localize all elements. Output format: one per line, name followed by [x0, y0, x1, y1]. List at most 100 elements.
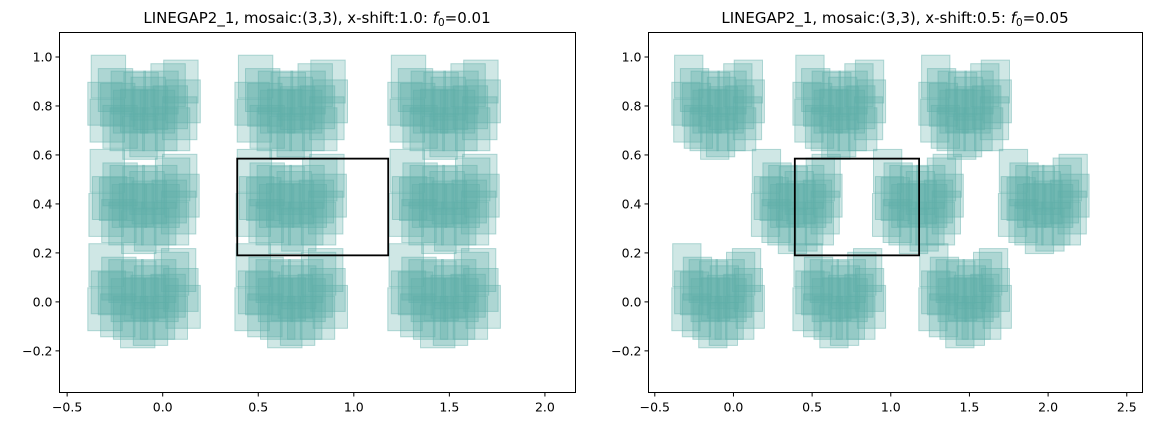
detector-footprint: [101, 199, 137, 244]
detector-footprint: [300, 251, 337, 296]
detector-footprint: [701, 71, 731, 116]
detector-footprint: [952, 113, 983, 158]
detector-footprint: [245, 271, 281, 316]
detector-footprint: [465, 79, 501, 124]
detector-footprint: [819, 304, 849, 349]
y-tick-label: 0.8: [33, 98, 53, 113]
detector-footprint: [725, 85, 755, 130]
detector-footprint: [714, 295, 744, 340]
detector-footprint: [827, 113, 857, 158]
detector-footprint: [100, 82, 136, 127]
detector-footprint: [308, 190, 344, 235]
detector-footprint: [141, 201, 177, 246]
detector-footprint: [982, 284, 1012, 329]
detector-footprint: [681, 293, 712, 338]
detector-footprint: [90, 54, 127, 99]
detector-footprint: [1014, 201, 1044, 246]
detector-footprint: [432, 86, 469, 131]
detector-footprint: [955, 86, 986, 131]
right-panel-y-axis: −0.2 0.0 0.2 0.4 0.6 0.8 1.0: [611, 49, 649, 358]
detector-footprint: [249, 162, 285, 207]
detector-footprint: [964, 70, 994, 115]
y-tick-label: 1.0: [622, 49, 642, 64]
detector-footprint: [936, 107, 966, 152]
detector-footprint: [948, 277, 978, 322]
detector-footprint: [236, 98, 273, 143]
detector-footprint: [797, 184, 827, 228]
detector-footprint: [421, 210, 457, 255]
detector-footprint: [751, 148, 782, 193]
detector-footprint: [439, 295, 476, 340]
detector-footprint: [854, 59, 885, 104]
detector-footprint: [463, 268, 499, 312]
detector-footprint: [260, 295, 296, 340]
detector-footprint: [418, 183, 455, 227]
detector-footprint: [434, 207, 470, 252]
x-tick-label: 0.5: [802, 400, 822, 415]
detector-footprint: [401, 256, 437, 301]
detector-footprint: [443, 278, 479, 323]
detector-footprint: [804, 201, 835, 246]
detector-footprint: [726, 251, 756, 296]
detector-footprint: [974, 107, 1004, 152]
x-tick-label: 2.0: [535, 400, 555, 415]
detector-footprint: [249, 104, 285, 149]
y-tick-label: 0.6: [33, 147, 53, 162]
detector-footprint: [276, 171, 312, 215]
detector-footprint: [956, 265, 987, 310]
detector-footprint: [309, 96, 345, 141]
selection-rectangle: [236, 157, 390, 257]
detector-footprint: [108, 201, 144, 246]
detector-footprint: [838, 278, 868, 323]
detector-footprint: [829, 302, 860, 346]
detector-footprint: [298, 179, 335, 224]
detector-footprint: [689, 107, 719, 152]
detector-footprint: [828, 76, 858, 121]
y-tick-label: −0.2: [22, 343, 52, 358]
detector-footprint: [1060, 173, 1090, 218]
detector-footprint: [402, 162, 438, 207]
detector-footprint: [846, 295, 876, 340]
detector-footprint: [856, 284, 887, 329]
detector-footprint: [792, 287, 822, 332]
y-tick-label: 0.2: [33, 245, 53, 260]
y-tick-label: 0.8: [622, 98, 642, 113]
detector-footprint: [431, 180, 468, 225]
detector-footprint: [234, 287, 270, 332]
y-tick-label: 0.2: [622, 245, 642, 260]
detector-footprint: [302, 157, 338, 202]
detector-footprint: [679, 271, 710, 316]
detector-footprint: [98, 177, 135, 222]
detector-footprint: [88, 243, 124, 288]
detector-footprint: [248, 256, 284, 301]
detector-footprint: [290, 278, 326, 323]
right-panel-title: LINEGAP2_1, mosaic:(3,3), x-shift:0.5: f…: [721, 9, 1068, 29]
detector-footprint: [811, 70, 841, 115]
detector-footprint: [1057, 190, 1087, 235]
right-panel-axes-frame: [648, 32, 1143, 393]
detector-footprint: [795, 270, 825, 315]
detector-footprint: [997, 193, 1028, 237]
detector-footprint: [982, 79, 1012, 124]
detector-footprint: [130, 274, 166, 319]
detector-footprint: [753, 176, 784, 221]
detector-footprint: [671, 81, 701, 126]
detector-footprint: [310, 59, 346, 104]
left-panel-title: LINEGAP2_1, mosaic:(3,3), x-shift:1.0: f…: [143, 9, 490, 29]
detector-footprint: [813, 89, 843, 134]
detector-footprint: [452, 295, 489, 340]
detector-footprint: [1017, 184, 1047, 228]
detector-footprint: [102, 104, 138, 149]
detector-footprint: [708, 302, 739, 346]
detector-footprint: [255, 201, 291, 246]
detector-footprint: [945, 88, 975, 133]
detector-footprint: [122, 115, 158, 160]
detector-footprint: [822, 71, 852, 116]
detector-footprint: [237, 54, 274, 99]
detector-footprint: [430, 274, 466, 319]
detector-footprint: [735, 284, 765, 329]
detector-footprint: [1009, 162, 1039, 207]
detector-footprint: [463, 59, 499, 104]
detector-footprint: [281, 207, 317, 252]
